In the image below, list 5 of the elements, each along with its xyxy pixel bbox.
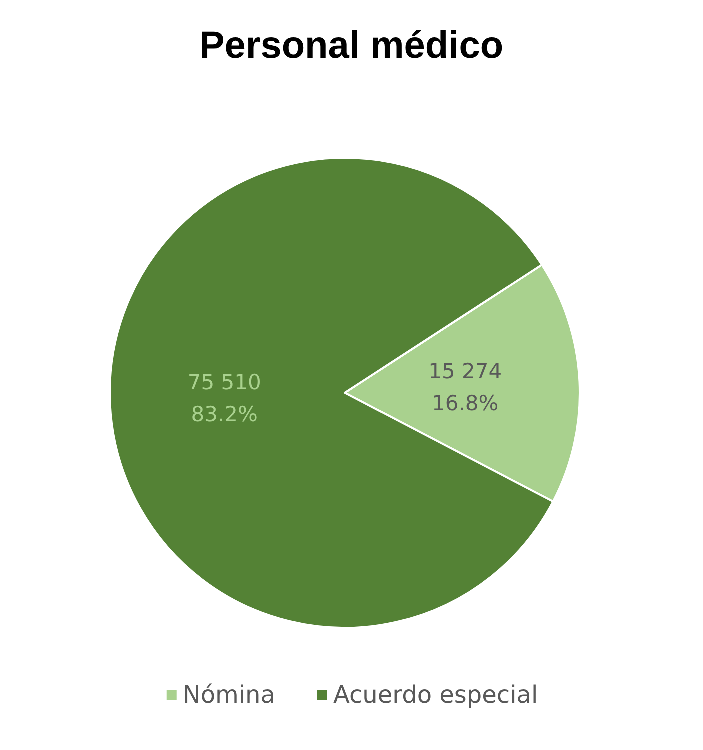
data-label: 75 510 83.2%	[188, 370, 262, 427]
legend-label: Nómina	[182, 681, 276, 709]
data-label: 15 274 16.8%	[428, 359, 502, 416]
chart-title: Personal médico	[199, 25, 504, 67]
legend-label: Acuerdo especial	[333, 681, 538, 709]
